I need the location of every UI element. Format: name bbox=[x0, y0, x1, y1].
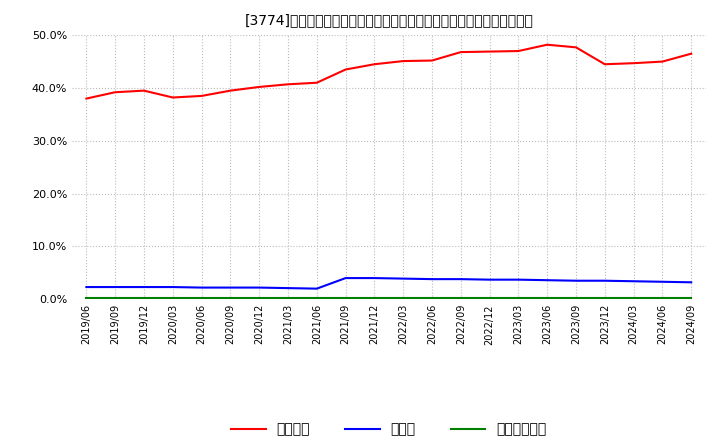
繰延税金資産 bbox=[341, 296, 350, 301]
のれん bbox=[140, 284, 148, 290]
繰延税金資産 bbox=[255, 296, 264, 301]
自己資本 bbox=[226, 88, 235, 93]
のれん bbox=[572, 278, 580, 283]
のれん bbox=[687, 280, 696, 285]
のれん bbox=[168, 284, 177, 290]
のれん bbox=[197, 285, 206, 290]
自己資本 bbox=[428, 58, 436, 63]
Line: のれん: のれん bbox=[86, 278, 691, 289]
自己資本 bbox=[600, 62, 609, 67]
のれん bbox=[543, 278, 552, 283]
繰延税金資産 bbox=[226, 296, 235, 301]
繰延税金資産 bbox=[399, 296, 408, 301]
自己資本 bbox=[197, 93, 206, 99]
繰延税金資産 bbox=[140, 296, 148, 301]
自己資本 bbox=[284, 82, 292, 87]
のれん bbox=[370, 275, 379, 281]
繰延税金資産 bbox=[572, 296, 580, 301]
のれん bbox=[428, 276, 436, 282]
繰延税金資産 bbox=[111, 296, 120, 301]
のれん bbox=[226, 285, 235, 290]
繰延税金資産 bbox=[629, 296, 638, 301]
自己資本 bbox=[312, 80, 321, 85]
繰延税金資産 bbox=[428, 296, 436, 301]
繰延税金資産 bbox=[485, 296, 494, 301]
Legend: 自己資本, のれん, 繰延税金資産: 自己資本, のれん, 繰延税金資産 bbox=[225, 417, 552, 440]
自己資本 bbox=[399, 59, 408, 64]
のれん bbox=[514, 277, 523, 282]
自己資本 bbox=[168, 95, 177, 100]
Title: [3774]　自己資本、のれん、繰延税金資産の総資産に対する比率の推移: [3774] 自己資本、のれん、繰延税金資産の総資産に対する比率の推移 bbox=[244, 13, 534, 27]
自己資本 bbox=[514, 48, 523, 54]
のれん bbox=[456, 276, 465, 282]
繰延税金資産 bbox=[658, 296, 667, 301]
繰延税金資産 bbox=[456, 296, 465, 301]
自己資本 bbox=[370, 62, 379, 67]
自己資本 bbox=[140, 88, 148, 93]
繰延税金資産 bbox=[543, 296, 552, 301]
のれん bbox=[111, 284, 120, 290]
のれん bbox=[341, 275, 350, 281]
のれん bbox=[658, 279, 667, 284]
自己資本 bbox=[687, 51, 696, 56]
のれん bbox=[284, 286, 292, 291]
Line: 自己資本: 自己資本 bbox=[86, 45, 691, 99]
繰延税金資産 bbox=[514, 296, 523, 301]
のれん bbox=[82, 284, 91, 290]
繰延税金資産 bbox=[284, 296, 292, 301]
自己資本 bbox=[82, 96, 91, 101]
自己資本 bbox=[255, 84, 264, 90]
のれん bbox=[629, 279, 638, 284]
自己資本 bbox=[629, 61, 638, 66]
のれん bbox=[600, 278, 609, 283]
のれん bbox=[485, 277, 494, 282]
のれん bbox=[255, 285, 264, 290]
繰延税金資産 bbox=[197, 296, 206, 301]
のれん bbox=[399, 276, 408, 281]
のれん bbox=[312, 286, 321, 291]
繰延税金資産 bbox=[600, 296, 609, 301]
繰延税金資産 bbox=[370, 296, 379, 301]
繰延税金資産 bbox=[82, 296, 91, 301]
繰延税金資産 bbox=[168, 296, 177, 301]
自己資本 bbox=[485, 49, 494, 54]
自己資本 bbox=[543, 42, 552, 48]
自己資本 bbox=[341, 67, 350, 72]
繰延税金資産 bbox=[312, 296, 321, 301]
自己資本 bbox=[572, 45, 580, 50]
繰延税金資産 bbox=[687, 296, 696, 301]
自己資本 bbox=[658, 59, 667, 64]
自己資本 bbox=[456, 49, 465, 55]
自己資本 bbox=[111, 90, 120, 95]
